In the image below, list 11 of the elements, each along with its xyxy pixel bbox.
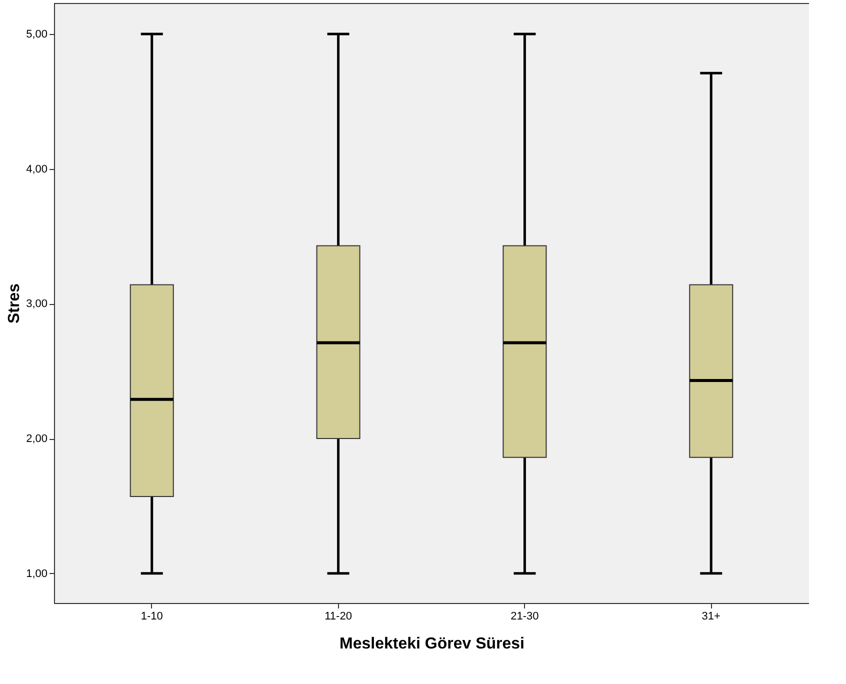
y-tick-label: 4,00 xyxy=(26,163,48,176)
y-axis-title: Stres xyxy=(6,283,24,324)
y-tick-label: 3,00 xyxy=(26,298,48,310)
y-tick-label: 2,00 xyxy=(26,433,48,446)
x-axis-title: Meslekteki Görev Süresi xyxy=(340,636,524,652)
x-tick-label: 21-30 xyxy=(510,610,539,622)
y-tick-label: 1,00 xyxy=(26,568,48,580)
x-tick-label: 31+ xyxy=(702,610,720,622)
x-tick-label: 11-20 xyxy=(324,610,352,622)
y-tick-label: 5,00 xyxy=(26,28,48,41)
x-tick-label: 1-10 xyxy=(140,610,163,622)
